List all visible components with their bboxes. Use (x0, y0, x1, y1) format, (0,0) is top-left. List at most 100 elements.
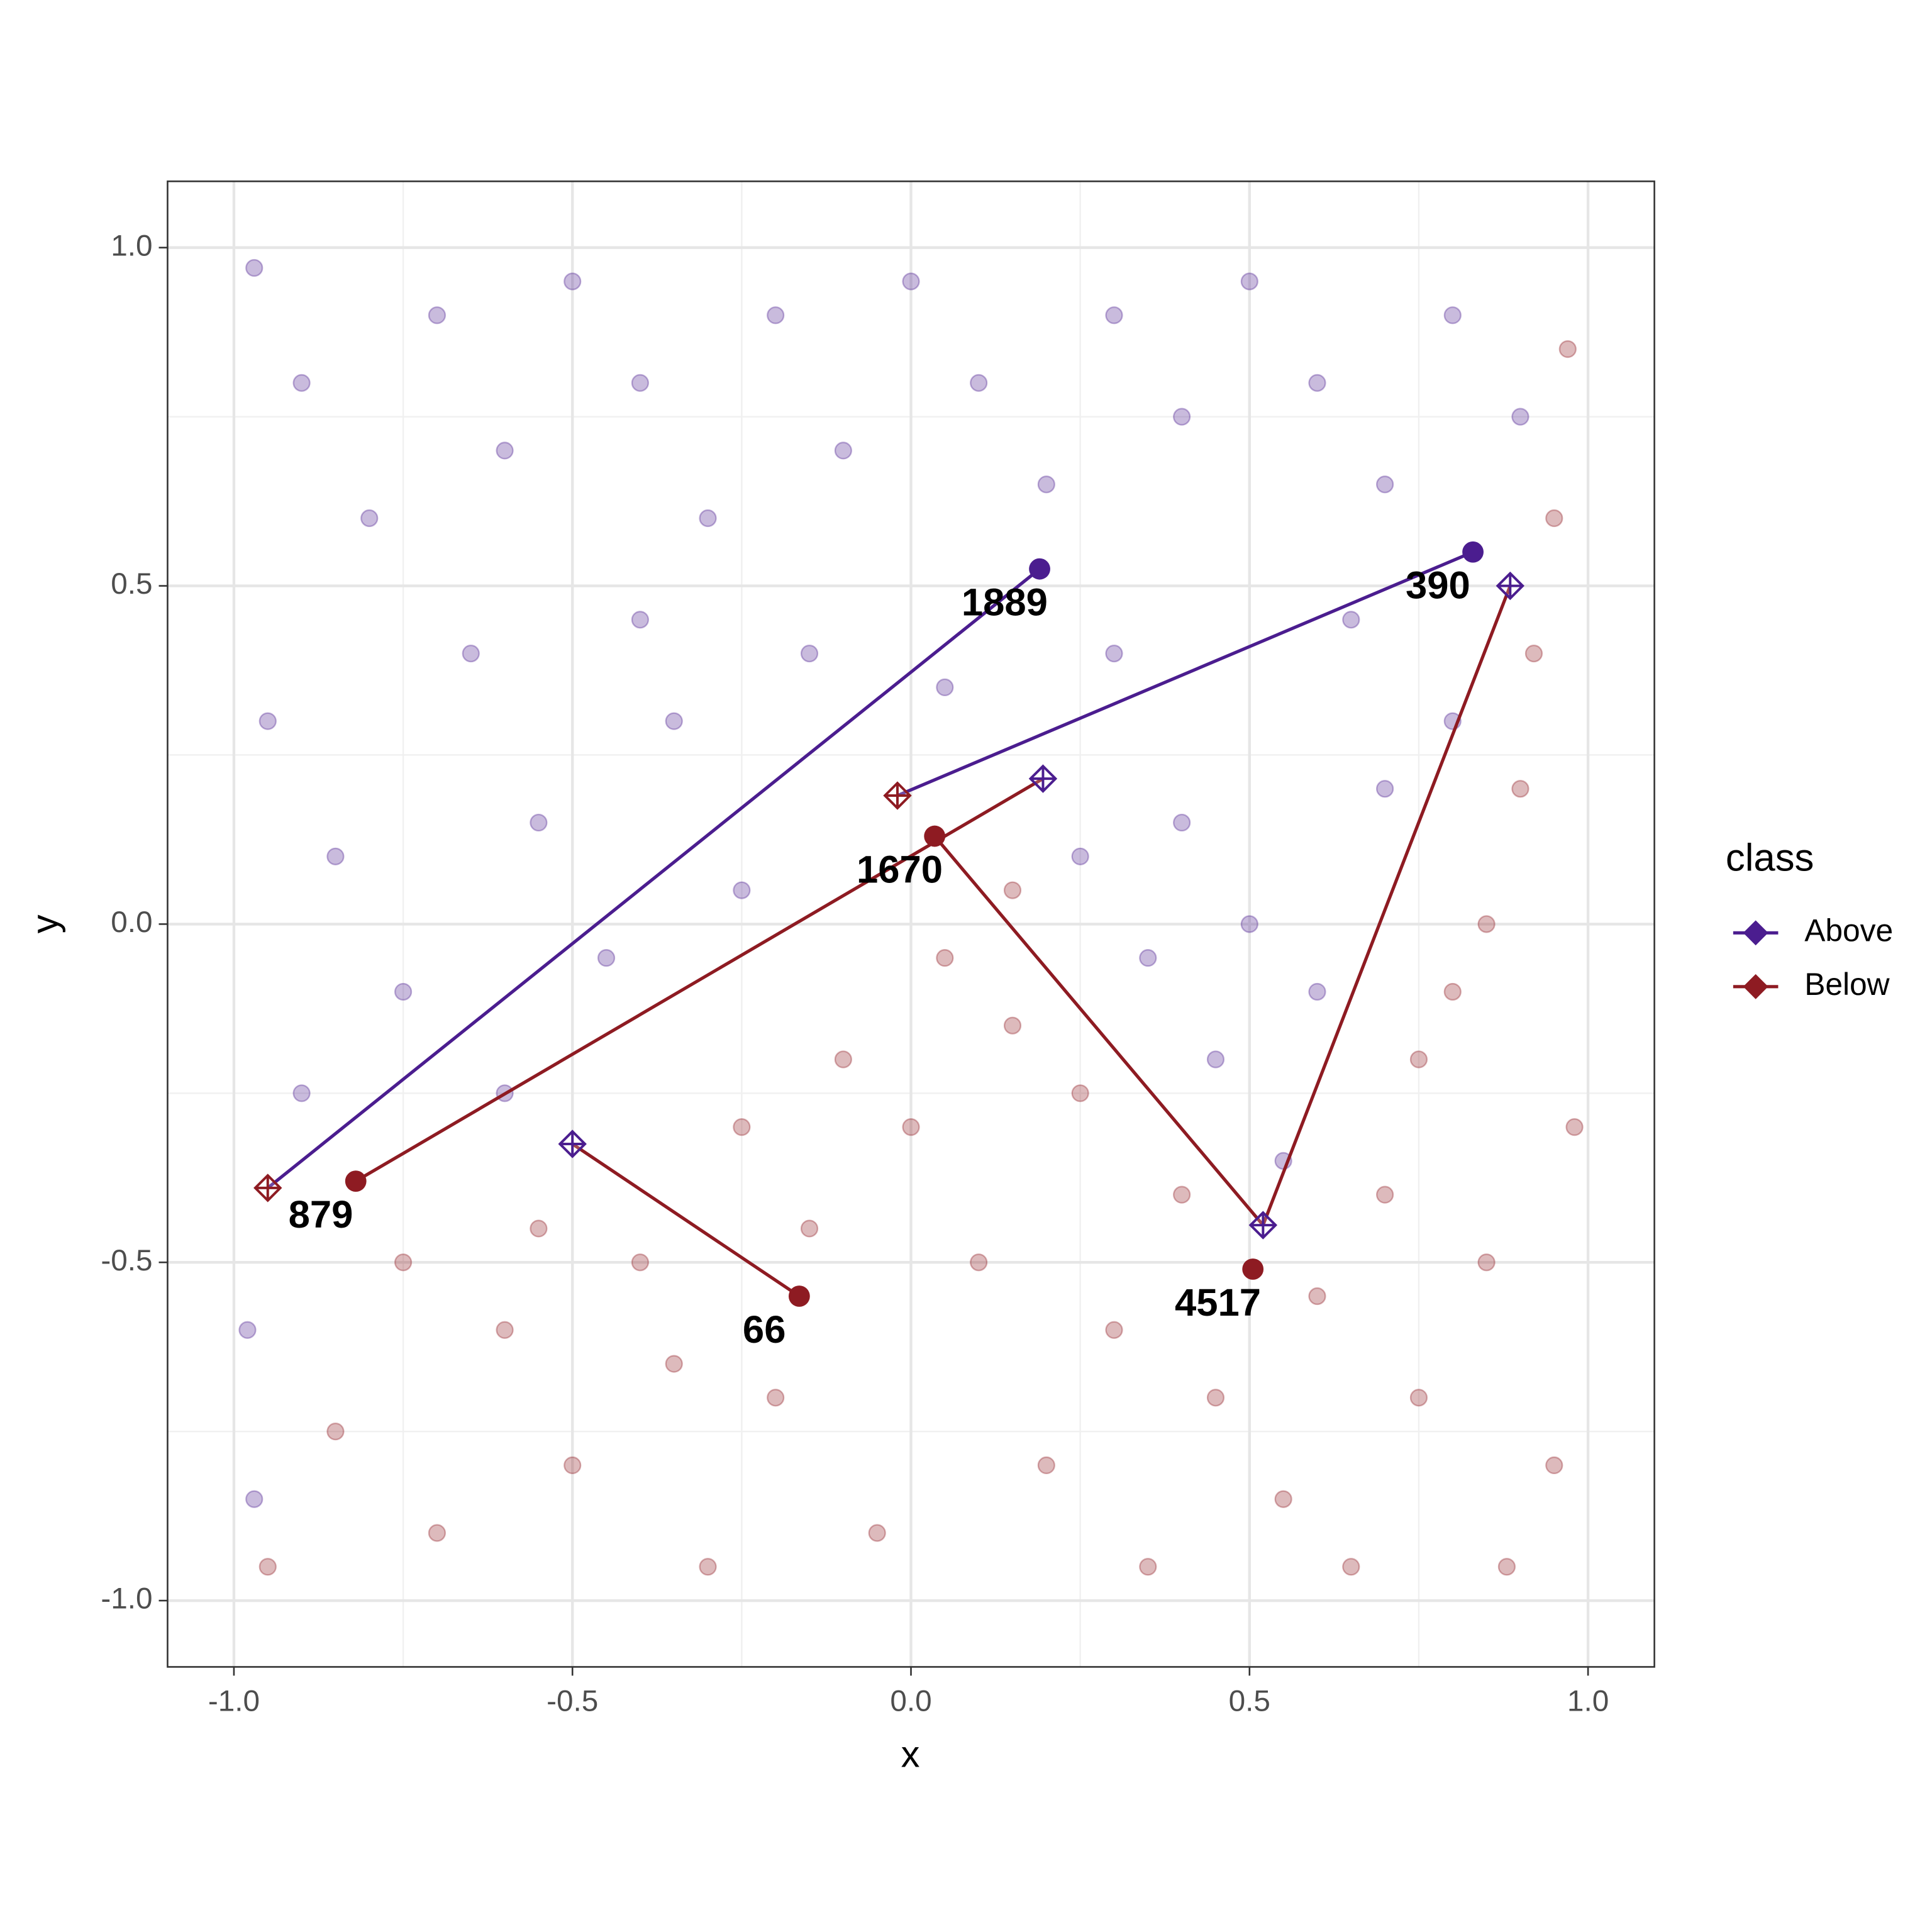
legend-key-marker (1743, 920, 1768, 946)
data-point (631, 1253, 650, 1272)
data-point (1206, 1050, 1225, 1069)
data-point (1443, 982, 1462, 1001)
anchor-point (558, 1130, 587, 1158)
data-point (1524, 645, 1543, 663)
data-point (1173, 1185, 1191, 1204)
y-tick-label: 0.5 (111, 567, 152, 601)
point-label: 1670 (857, 848, 943, 891)
data-point (245, 258, 264, 277)
data-point (1003, 881, 1022, 899)
point-label: 66 (743, 1308, 786, 1352)
data-point (258, 1558, 277, 1576)
y-axis-title: y (23, 914, 65, 933)
data-point (1342, 611, 1360, 629)
data-point (1071, 1084, 1089, 1102)
plot-area: 1889 390 1670 879 66 4517 (238, 258, 1584, 1576)
data-point (1003, 1016, 1022, 1035)
data-point (970, 1253, 988, 1272)
data-point (1037, 475, 1055, 494)
data-point (1443, 306, 1462, 325)
legend-title: class (1726, 836, 1814, 879)
data-point (326, 1423, 345, 1441)
data-point (1105, 306, 1123, 325)
data-point (1274, 1490, 1292, 1508)
data-point (1105, 1321, 1123, 1339)
data-point (360, 509, 379, 528)
anchor-point (1248, 1211, 1278, 1240)
data-point (936, 678, 954, 697)
data-point (767, 1389, 785, 1407)
data-point (292, 374, 311, 392)
data-point (292, 1084, 311, 1102)
data-point (665, 712, 683, 730)
data-point (1308, 374, 1326, 392)
y-tick-label: -1.0 (101, 1582, 152, 1616)
data-point (1173, 813, 1191, 832)
legend-key-marker (1743, 974, 1768, 999)
data-point (1497, 1558, 1516, 1576)
link-line (1261, 585, 1512, 1226)
data-point (1308, 1287, 1326, 1306)
point-label: 390 (1406, 564, 1470, 608)
legend-label: Below (1804, 967, 1889, 1002)
data-point (1139, 949, 1157, 967)
data-point (1071, 847, 1089, 865)
data-point (1409, 1050, 1428, 1069)
anchor-point (883, 781, 912, 810)
data-point (733, 881, 751, 899)
link-line (355, 777, 1044, 1183)
x-axis-title: x (901, 1733, 920, 1775)
point-label: 879 (289, 1193, 353, 1236)
data-point (462, 645, 480, 663)
point-label: 4517 (1175, 1281, 1261, 1324)
data-point (1375, 780, 1394, 798)
link-line (933, 835, 1265, 1226)
data-point (1206, 1389, 1225, 1407)
data-point (902, 1118, 920, 1136)
data-point (1558, 340, 1577, 358)
data-point (733, 1118, 751, 1136)
data-point (394, 1253, 413, 1272)
data-point (699, 509, 717, 528)
x-tick-label: 1.0 (1567, 1685, 1609, 1718)
data-point (1409, 1389, 1428, 1407)
x-tick-label: -1.0 (208, 1685, 260, 1718)
data-point (902, 272, 920, 291)
data-point (834, 441, 852, 460)
highlight-point (924, 825, 946, 847)
data-point (631, 374, 650, 392)
data-point (1545, 1456, 1563, 1475)
data-point (496, 441, 514, 460)
data-point (1139, 1558, 1157, 1576)
data-point (631, 611, 650, 629)
data-point (1375, 1185, 1394, 1204)
link-line (267, 567, 1041, 1189)
link-line (571, 1142, 801, 1298)
data-point (1511, 780, 1530, 798)
data-point (699, 1558, 717, 1576)
legend-label: Above (1804, 913, 1893, 948)
y-tick-label: -0.5 (101, 1244, 152, 1277)
data-point (1173, 408, 1191, 426)
data-point (564, 1456, 582, 1475)
data-point (530, 1219, 548, 1238)
data-point (245, 1490, 264, 1508)
data-point (1342, 1558, 1360, 1576)
data-point (767, 306, 785, 325)
highlight-point (1029, 558, 1050, 580)
data-point (326, 847, 345, 865)
data-point (800, 1219, 819, 1238)
data-point (1308, 982, 1326, 1001)
data-point (238, 1321, 257, 1339)
legend: class Above Below (1726, 836, 1893, 1002)
y-tick-label: 1.0 (111, 229, 152, 262)
data-point (564, 272, 582, 291)
link-line (896, 550, 1474, 797)
data-point (1511, 408, 1530, 426)
data-point (1375, 475, 1394, 494)
data-point (1240, 915, 1258, 933)
anchor-point (1028, 764, 1058, 793)
grid (167, 181, 1655, 1667)
